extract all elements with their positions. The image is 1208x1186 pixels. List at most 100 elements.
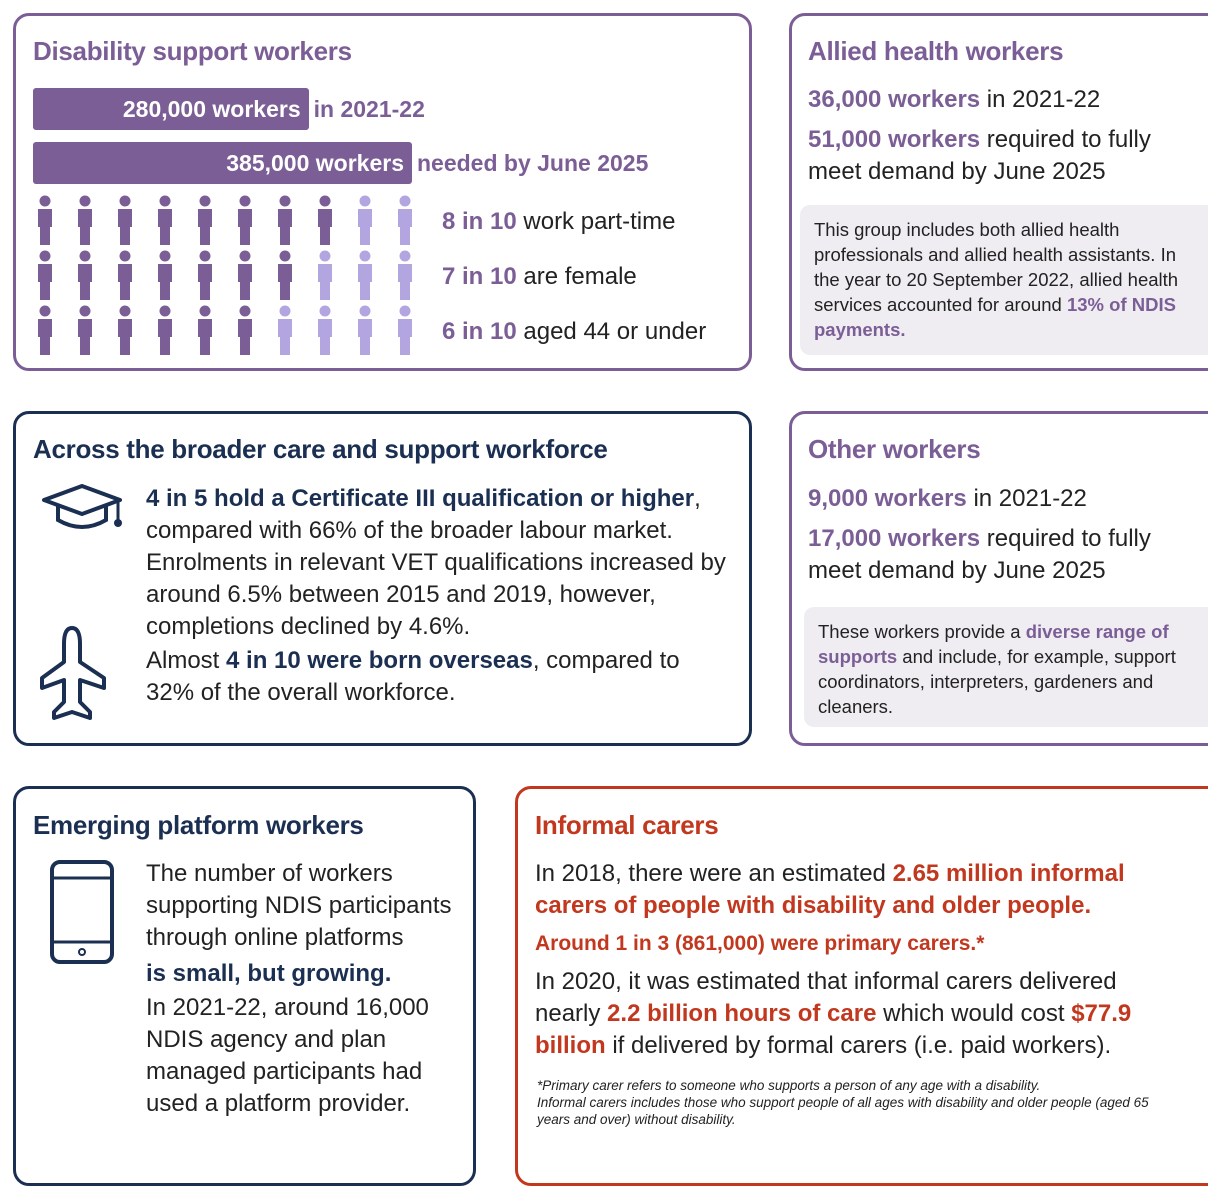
phone-icon bbox=[50, 860, 114, 964]
paragraph: 4 in 5 hold a Certificate III qualificat… bbox=[146, 483, 731, 643]
text: In 2018, there were an estimated bbox=[535, 860, 893, 887]
paragraph: This group includes both allied health p… bbox=[814, 217, 1180, 342]
title: Across the broader care and support work… bbox=[33, 434, 608, 464]
highlight: diverse range of supports bbox=[818, 621, 1169, 667]
title: Disability support workers bbox=[33, 36, 352, 66]
person-icon bbox=[198, 195, 212, 245]
person-icon bbox=[198, 305, 212, 355]
paragraph: Around 1 in 3 (861,000) were primary car… bbox=[535, 928, 1185, 960]
bar-note: needed by June 2025 bbox=[417, 150, 649, 176]
stat-text: work part-time bbox=[516, 208, 676, 235]
paragraph: Almost 4 in 10 were born overseas, compa… bbox=[146, 645, 731, 709]
person-icon bbox=[398, 305, 412, 355]
text: This group includes both allied health p… bbox=[814, 219, 1179, 315]
person-icon bbox=[398, 250, 412, 300]
bar: 280,000 workers bbox=[33, 88, 309, 130]
highlight: 9,000 workers bbox=[808, 485, 967, 512]
graduation-icon bbox=[42, 484, 122, 529]
highlight: 4 in 5 hold a Certificate III qualificat… bbox=[146, 485, 695, 512]
allied-lines: 36,000 workers in 2021-22 51,000 workers … bbox=[808, 84, 1198, 196]
page: Disability support workers Allied health… bbox=[13, 13, 1208, 1186]
person-icon bbox=[78, 195, 92, 245]
highlight: is small, but growing. bbox=[146, 960, 392, 987]
highlight: Around 1 in 3 (861,000) were primary car… bbox=[535, 932, 985, 955]
person-icon bbox=[278, 305, 292, 355]
title: Emerging platform workers bbox=[33, 810, 364, 840]
text: which would cost bbox=[876, 1000, 1072, 1027]
text: and include, for example, support coordi… bbox=[818, 646, 1176, 717]
person-icon bbox=[118, 305, 132, 355]
person-icon bbox=[238, 305, 252, 355]
bar-note: in 2021-22 bbox=[313, 96, 425, 122]
text: , compared with 66% of the broader labou… bbox=[146, 485, 726, 640]
stat-text: are female bbox=[516, 263, 637, 290]
paragraph: In 2021-22, around 16,000 NDIS agency an… bbox=[146, 992, 464, 1120]
pictogram bbox=[38, 195, 412, 355]
broader-items: 4 in 5 hold a Certificate III qualificat… bbox=[146, 483, 731, 711]
other-box bbox=[789, 411, 1208, 746]
person-icon bbox=[398, 195, 412, 245]
stat-highlight: 8 in 10 bbox=[442, 208, 517, 235]
person-icon bbox=[318, 250, 332, 300]
person-icon bbox=[38, 250, 52, 300]
person-icon bbox=[318, 195, 332, 245]
footnote: *Primary carer refers to someone who sup… bbox=[537, 1077, 1177, 1128]
text: , compared to 32% of the overall workfor… bbox=[146, 647, 680, 706]
allied-box bbox=[789, 13, 1208, 371]
person-icon bbox=[198, 250, 212, 300]
stat: 6 in 10 aged 44 or under bbox=[442, 317, 706, 347]
allied-note: This group includes both allied health p… bbox=[800, 205, 1208, 355]
paragraph: These workers provide a diverse range of… bbox=[818, 619, 1180, 719]
footnote-line: Informal carers includes those who suppo… bbox=[537, 1095, 1149, 1127]
person-icon bbox=[78, 250, 92, 300]
text: required to fully meet demand by June 20… bbox=[808, 126, 1151, 185]
highlight: 4 in 10 were born overseas bbox=[226, 647, 533, 674]
highlight: $77.9 billion bbox=[535, 1000, 1132, 1059]
person-icon bbox=[78, 305, 92, 355]
text: in 2021-22 bbox=[966, 485, 1087, 512]
person-icon bbox=[358, 305, 372, 355]
footnote-line: *Primary carer refers to someone who sup… bbox=[537, 1078, 1041, 1093]
paragraph: 9,000 workers in 2021-22 bbox=[808, 483, 1198, 515]
text: The number of workers supporting NDIS pa… bbox=[146, 860, 452, 951]
text: Almost bbox=[146, 647, 227, 674]
person-icon bbox=[238, 250, 252, 300]
highlight: 51,000 workers bbox=[808, 126, 981, 153]
highlight: 36,000 workers bbox=[808, 86, 981, 113]
title: Informal carers bbox=[535, 810, 719, 840]
person-icon bbox=[118, 195, 132, 245]
text: in 2021-22 bbox=[980, 86, 1101, 113]
paragraph: The number of workers supporting NDIS pa… bbox=[146, 858, 464, 954]
person-icon bbox=[158, 305, 172, 355]
person-icon bbox=[38, 305, 52, 355]
stat-highlight: 7 in 10 bbox=[442, 263, 517, 290]
text: required to fully meet demand by June 20… bbox=[808, 525, 1151, 584]
paragraph: In 2020, it was estimated that informal … bbox=[535, 966, 1185, 1062]
person-icon bbox=[318, 305, 332, 355]
emerging-paragraphs: The number of workers supporting NDIS pa… bbox=[146, 858, 464, 1124]
text: These workers provide a bbox=[818, 621, 1026, 642]
highlight: 2.2 billion hours of care bbox=[607, 1000, 877, 1027]
person-icon bbox=[118, 250, 132, 300]
highlight: 17,000 workers bbox=[808, 525, 981, 552]
title: Other workers bbox=[808, 434, 981, 464]
stat: 7 in 10 are female bbox=[442, 262, 637, 292]
informal-paragraphs: In 2018, there were an estimated 2.65 mi… bbox=[535, 858, 1185, 1068]
plane-icon bbox=[40, 626, 106, 720]
stat-text: aged 44 or under bbox=[516, 318, 707, 345]
highlight: 13% of NDIS payments. bbox=[814, 294, 1176, 340]
paragraph: 51,000 workers required to fully meet de… bbox=[808, 124, 1198, 188]
person-icon bbox=[358, 250, 372, 300]
paragraph: In 2018, there were an estimated 2.65 mi… bbox=[535, 858, 1185, 922]
broader-box bbox=[13, 411, 752, 746]
person-icon bbox=[38, 195, 52, 245]
paragraph: 36,000 workers in 2021-22 bbox=[808, 84, 1198, 116]
bar: 385,000 workers bbox=[33, 142, 412, 184]
title: Allied health workers bbox=[808, 36, 1064, 66]
person-icon bbox=[158, 195, 172, 245]
stat: 8 in 10 work part-time bbox=[442, 207, 675, 237]
person-icon bbox=[238, 195, 252, 245]
disability-box bbox=[13, 13, 752, 371]
paragraph: is small, but growing. bbox=[146, 958, 464, 990]
highlight: 2.65 million informal carers of people w… bbox=[535, 860, 1125, 919]
